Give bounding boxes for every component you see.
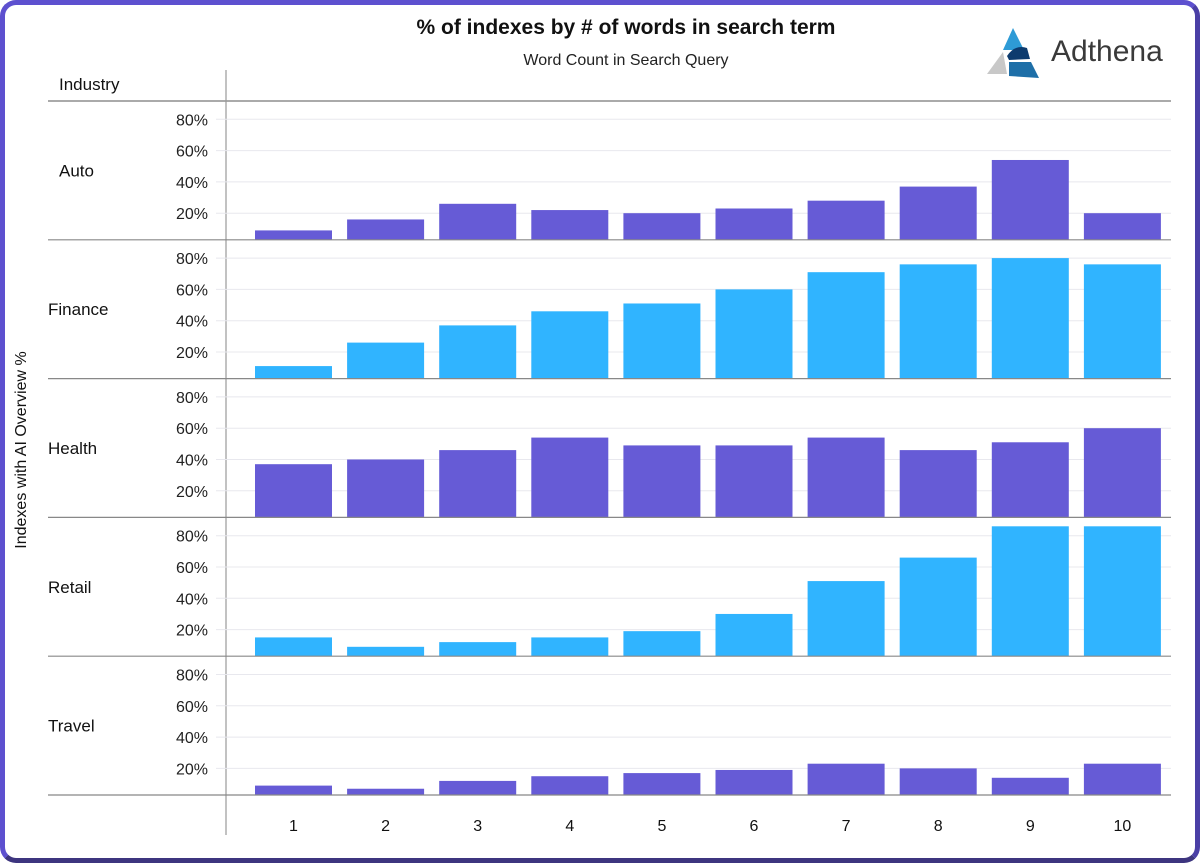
adthena-logo: Adthena xyxy=(985,26,1163,78)
y-tick-label: 40% xyxy=(176,175,208,192)
industry-label-retail: Retail xyxy=(48,578,91,597)
bar-retail-7 xyxy=(807,581,885,657)
bar-travel-8 xyxy=(899,768,977,795)
bar-health-4 xyxy=(531,437,609,518)
bar-travel-5 xyxy=(623,773,701,795)
bar-auto-3 xyxy=(439,203,517,240)
bar-finance-2 xyxy=(347,342,425,379)
bar-health-7 xyxy=(807,437,885,518)
bar-health-8 xyxy=(899,450,977,518)
bar-travel-4 xyxy=(531,776,609,795)
bar-travel-10 xyxy=(1083,763,1161,795)
y-tick-label: 60% xyxy=(176,699,208,716)
y-tick-label: 40% xyxy=(176,591,208,608)
industry-label-travel: Travel xyxy=(48,717,95,736)
y-tick-label: 60% xyxy=(176,282,208,299)
bar-health-5 xyxy=(623,445,701,518)
row-header: Industry xyxy=(59,75,120,94)
x-tick-label: 10 xyxy=(1114,818,1132,835)
y-tick-label: 20% xyxy=(176,206,208,223)
x-tick-label: 7 xyxy=(842,818,851,835)
bar-auto-4 xyxy=(531,210,609,240)
bar-retail-1 xyxy=(255,637,332,657)
y-tick-label: 80% xyxy=(176,529,208,546)
bar-auto-9 xyxy=(991,159,1069,240)
x-tick-label: 6 xyxy=(750,818,759,835)
bar-health-6 xyxy=(715,445,793,518)
bar-finance-4 xyxy=(531,311,609,379)
y-tick-label: 80% xyxy=(176,667,208,684)
y-tick-label: 20% xyxy=(176,623,208,640)
x-axis-title: Word Count in Search Query xyxy=(523,52,729,69)
x-tick-label: 4 xyxy=(565,818,574,835)
bar-retail-9 xyxy=(991,526,1069,657)
bar-auto-6 xyxy=(715,208,793,240)
bar-health-9 xyxy=(991,442,1069,518)
y-tick-label: 80% xyxy=(176,390,208,407)
bar-finance-6 xyxy=(715,289,793,379)
y-tick-label: 80% xyxy=(176,112,208,129)
x-tick-label: 1 xyxy=(289,818,298,835)
bar-travel-1 xyxy=(255,785,332,795)
bar-finance-8 xyxy=(899,264,977,379)
y-tick-label: 40% xyxy=(176,730,208,747)
y-tick-label: 20% xyxy=(176,761,208,778)
bar-auto-1 xyxy=(255,230,332,240)
bar-auto-2 xyxy=(347,219,425,240)
adthena-logo-icon xyxy=(987,28,1039,78)
bar-retail-6 xyxy=(715,613,793,657)
bar-finance-3 xyxy=(439,325,517,379)
industry-label-finance: Finance xyxy=(48,300,108,319)
bar-travel-7 xyxy=(807,763,885,795)
y-tick-label: 20% xyxy=(176,484,208,501)
bar-finance-7 xyxy=(807,272,885,379)
bar-health-2 xyxy=(347,459,425,518)
x-tick-label: 5 xyxy=(657,818,666,835)
bar-travel-6 xyxy=(715,769,793,795)
bar-finance-10 xyxy=(1083,264,1161,379)
bar-auto-8 xyxy=(899,186,977,240)
bar-auto-5 xyxy=(623,213,701,240)
bar-retail-10 xyxy=(1083,526,1161,657)
bar-travel-2 xyxy=(347,788,425,795)
bar-retail-2 xyxy=(347,646,425,657)
x-tick-label: 9 xyxy=(1026,818,1035,835)
y-tick-label: 60% xyxy=(176,560,208,577)
bar-finance-1 xyxy=(255,366,332,379)
bar-health-10 xyxy=(1083,428,1161,518)
chart-title: % of indexes by # of words in search ter… xyxy=(416,16,836,39)
bar-auto-10 xyxy=(1083,213,1161,240)
bar-finance-5 xyxy=(623,303,701,379)
bar-retail-4 xyxy=(531,637,609,657)
y-tick-label: 60% xyxy=(176,421,208,438)
bar-retail-5 xyxy=(623,631,701,657)
bar-auto-7 xyxy=(807,200,885,240)
y-tick-label: 40% xyxy=(176,452,208,469)
bar-health-1 xyxy=(255,464,332,518)
bar-health-3 xyxy=(439,450,517,518)
bar-retail-8 xyxy=(899,557,977,657)
y-tick-label: 40% xyxy=(176,314,208,331)
y-tick-label: 20% xyxy=(176,345,208,362)
x-tick-label: 2 xyxy=(381,818,390,835)
x-tick-label: 3 xyxy=(473,818,482,835)
bar-travel-9 xyxy=(991,777,1069,795)
industry-label-auto: Auto xyxy=(59,161,94,180)
bar-retail-3 xyxy=(439,642,517,657)
x-tick-label: 8 xyxy=(934,818,943,835)
y-tick-label: 80% xyxy=(176,251,208,268)
bar-travel-3 xyxy=(439,780,517,795)
logo-text: Adthena xyxy=(1051,35,1163,68)
industry-label-health: Health xyxy=(48,439,97,458)
bar-finance-9 xyxy=(991,258,1069,379)
y-tick-label: 60% xyxy=(176,144,208,161)
